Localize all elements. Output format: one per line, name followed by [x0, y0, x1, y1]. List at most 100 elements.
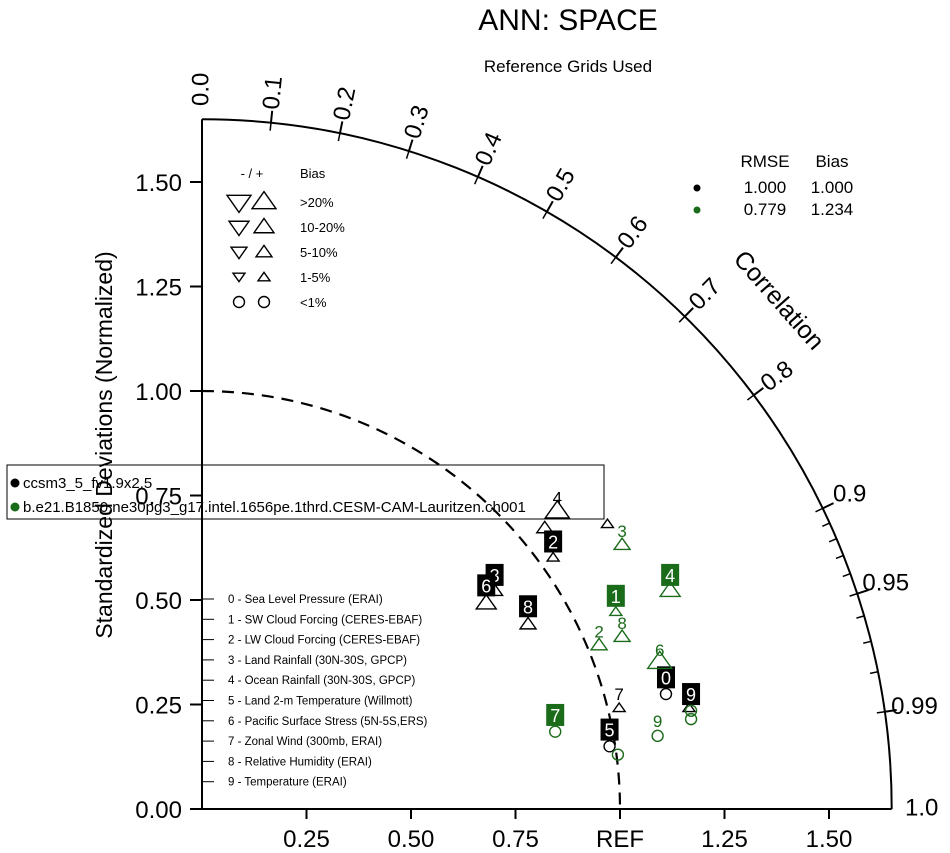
data-point-label: 9	[653, 712, 662, 731]
data-point-label-box	[519, 595, 538, 618]
data-point-marker	[474, 593, 498, 610]
data-point-marker	[684, 704, 698, 717]
data-point-marker	[612, 628, 632, 643]
case-legend-dot	[10, 478, 20, 488]
y-tick-label: 0.00	[135, 797, 182, 824]
variable-list-item: 4 - Ocean Rainfall (30N-30S, GPCP)	[228, 675, 415, 687]
data-point-label-box	[682, 683, 701, 706]
bias-legend-minus-marker	[232, 295, 246, 309]
data-point-label: 3	[617, 522, 626, 541]
correlation-minor-tick	[269, 122, 272, 131]
data-point-marker	[589, 637, 609, 651]
data-point-marker	[543, 499, 571, 519]
y-tick-label: 0.50	[135, 588, 182, 615]
y-tick-label: 1.25	[135, 275, 182, 302]
correlation-major-tick	[615, 247, 624, 258]
data-point-marker	[658, 580, 682, 598]
summary-bias-header: Bias	[815, 152, 848, 171]
data-point-label: 8	[617, 614, 626, 633]
bias-legend-plus-marker	[256, 271, 272, 282]
bias-legend-minus-marker	[229, 246, 249, 260]
data-point-label-box	[477, 574, 496, 597]
correlation-minor-tick	[849, 592, 858, 597]
correlation-tick-label: 0.5	[541, 164, 581, 206]
bias-legend-minus-marker	[231, 272, 247, 283]
correlation-tick-label: 0.3	[399, 102, 435, 142]
data-point-marker	[600, 517, 615, 529]
bias-legend-minus-marker	[225, 194, 253, 214]
y-axis-label: Standardized Deviations (Normalized)	[91, 251, 117, 638]
data-point-marker	[518, 616, 538, 630]
data-point-label-box	[600, 718, 619, 741]
data-point-label: 8	[523, 597, 533, 617]
x-tick-label: 1.25	[701, 826, 748, 853]
data-point-marker	[608, 605, 624, 617]
bias-legend-label: 5-10%	[300, 245, 338, 260]
bias-legend-label: <1%	[300, 295, 327, 310]
bias-legend-label: >20%	[300, 195, 334, 210]
correlation-arc	[201, 118, 893, 810]
correlation-tick-label: 0.6	[612, 211, 654, 254]
correlation-major-tick	[856, 588, 869, 595]
data-point-label: 5	[605, 721, 615, 741]
data-point-label: 7	[550, 706, 560, 726]
variable-list-item: 2 - LW Cloud Forcing (CERES-EBAF)	[228, 635, 420, 647]
summary-rmse-header: RMSE	[740, 152, 789, 171]
summary-case-dot	[693, 206, 701, 214]
x-tick-label: 1.50	[806, 826, 853, 853]
correlation-major-tick	[476, 165, 484, 178]
correlation-minor-tick	[856, 615, 865, 619]
bias-legend-plus-marker	[254, 244, 274, 258]
summary-rmse-value: 0.779	[744, 200, 787, 219]
data-point-marker	[651, 729, 664, 743]
data-point-marker	[684, 712, 698, 726]
data-point-label-box	[546, 703, 565, 726]
y-tick-label: 1.50	[135, 170, 182, 197]
data-point-marker	[545, 551, 561, 562]
correlation-minor-tick	[542, 211, 548, 220]
data-point-marker	[535, 520, 555, 534]
correlation-major-tick	[545, 200, 554, 213]
data-point-label: 2	[594, 622, 603, 641]
correlation-minor-tick	[337, 133, 341, 142]
correlation-major-tick	[338, 121, 344, 134]
correlation-minor-tick	[815, 507, 824, 513]
x-tick-label: 0.75	[492, 826, 539, 853]
correlation-minor-tick	[842, 572, 851, 578]
data-point-marker	[611, 748, 625, 761]
correlation-tick-label: 1.0	[905, 794, 938, 821]
data-point-label: 1	[611, 587, 621, 607]
chart-title: ANN: SPACE	[478, 4, 658, 37]
x-tick-label: 0.25	[283, 826, 330, 853]
variable-list-item: 5 - Land 2-m Temperature (Willmott)	[228, 696, 413, 708]
data-point-label: 2	[548, 532, 558, 552]
summary-rmse-value: 1.000	[744, 178, 787, 197]
case-legend-box	[6, 464, 605, 520]
variable-list-item: 3 - Land Rainfall (30N-30S, GPCP)	[228, 655, 407, 667]
correlation-major-tick	[753, 387, 764, 396]
bias-legend-bias-header: Bias	[300, 166, 326, 181]
x-tick-label: REF	[596, 826, 644, 853]
variable-list-item: 0 - Sea Level Pressure (ERAI)	[228, 594, 383, 606]
variable-list-item: 7 - Zonal Wind (300mb, ERAI)	[228, 736, 382, 748]
variable-list-item: 6 - Pacific Surface Stress (5N-5S,ERS)	[228, 716, 428, 728]
case-legend-name: ccsm3_5_fv1.9x2.5	[23, 475, 152, 492]
correlation-tick-label: 0.2	[328, 85, 361, 123]
data-point-label: 6	[481, 576, 491, 596]
bias-legend-plus-marker	[257, 295, 271, 309]
data-point-marker	[659, 687, 673, 701]
correlation-tick-label: 0.7	[684, 273, 727, 316]
bias-legend-plus-marker	[252, 217, 276, 234]
correlation-tick-label: 0.4	[470, 128, 508, 169]
data-point-label-box	[661, 563, 680, 586]
data-point-marker	[646, 650, 674, 670]
reference-arc	[201, 389, 622, 810]
correlation-minor-tick	[863, 640, 872, 645]
data-point-label: 4	[665, 566, 675, 586]
variable-list-item: 9 - Temperature (ERAI)	[228, 777, 347, 789]
correlation-tick-label: 0.8	[756, 355, 799, 397]
data-point-label: 0	[661, 668, 671, 688]
variable-list-item: 1 - SW Cloud Forcing (CERES-EBAF)	[228, 614, 422, 626]
correlation-tick-label: 0.0	[187, 73, 214, 106]
